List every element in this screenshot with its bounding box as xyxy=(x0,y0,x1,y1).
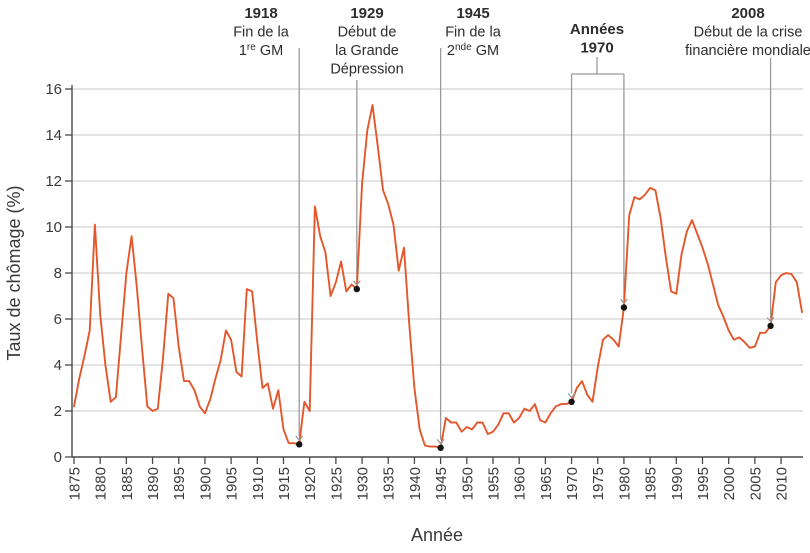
svg-text:16: 16 xyxy=(45,81,62,98)
svg-text:10: 10 xyxy=(45,219,62,236)
svg-text:1905: 1905 xyxy=(224,467,241,500)
svg-text:2nde GM: 2nde GM xyxy=(447,42,499,59)
svg-text:12: 12 xyxy=(45,173,62,190)
svg-text:1880: 1880 xyxy=(93,467,110,500)
svg-text:1890: 1890 xyxy=(145,467,162,500)
svg-text:2005: 2005 xyxy=(747,467,764,500)
svg-text:Fin de la: Fin de la xyxy=(445,25,502,41)
svg-text:4: 4 xyxy=(54,357,62,374)
svg-text:1925: 1925 xyxy=(328,467,345,500)
svg-text:1900: 1900 xyxy=(197,467,214,500)
svg-text:1930: 1930 xyxy=(355,467,372,500)
annotation-lines xyxy=(298,48,772,440)
svg-text:1955: 1955 xyxy=(485,467,502,500)
svg-text:2010: 2010 xyxy=(774,467,791,500)
svg-text:1970: 1970 xyxy=(580,40,613,57)
svg-text:1935: 1935 xyxy=(381,467,398,500)
svg-text:Début de la crise: Début de la crise xyxy=(694,25,803,41)
svg-text:1915: 1915 xyxy=(276,467,293,500)
svg-text:0: 0 xyxy=(54,449,62,466)
svg-text:1re GM: 1re GM xyxy=(239,42,283,59)
svg-text:1950: 1950 xyxy=(459,467,476,500)
svg-text:1920: 1920 xyxy=(302,467,319,500)
svg-text:1875: 1875 xyxy=(67,467,84,500)
svg-text:2: 2 xyxy=(54,403,62,420)
svg-text:1895: 1895 xyxy=(171,467,188,500)
x-axis-title: Année xyxy=(411,525,463,545)
svg-text:Début de: Début de xyxy=(338,25,397,41)
y-axis-title: Taux de chômage (%) xyxy=(4,185,24,360)
svg-text:1910: 1910 xyxy=(250,467,267,500)
axes xyxy=(71,85,803,458)
svg-text:1990: 1990 xyxy=(669,467,686,500)
tick-labels: 0 2 4 6 8 10 12 14 16 1875 1880 1885 1890 1895 1900 190… xyxy=(45,81,790,500)
svg-text:1929: 1929 xyxy=(350,5,383,22)
annotation-arrows xyxy=(295,280,775,445)
svg-text:1980: 1980 xyxy=(616,467,633,500)
svg-text:1995: 1995 xyxy=(695,467,712,500)
svg-text:Fin de la: Fin de la xyxy=(233,25,290,41)
event-dots xyxy=(296,285,774,451)
tick-marks xyxy=(65,88,782,464)
svg-text:2000: 2000 xyxy=(721,467,738,500)
svg-text:Dépression: Dépression xyxy=(330,62,403,78)
svg-text:6: 6 xyxy=(54,311,62,328)
svg-text:la Grande: la Grande xyxy=(335,43,399,59)
svg-text:1960: 1960 xyxy=(512,467,529,500)
svg-text:1945: 1945 xyxy=(456,5,489,22)
svg-text:1965: 1965 xyxy=(538,467,555,500)
svg-text:1918: 1918 xyxy=(244,5,277,22)
series-line xyxy=(73,104,803,449)
svg-text:1970: 1970 xyxy=(564,467,581,500)
svg-text:1940: 1940 xyxy=(407,467,424,500)
svg-text:financière mondiale: financière mondiale xyxy=(685,43,810,59)
svg-text:1885: 1885 xyxy=(119,467,136,500)
svg-text:1985: 1985 xyxy=(643,467,660,500)
gridlines xyxy=(72,88,803,412)
svg-text:8: 8 xyxy=(54,265,62,282)
svg-text:1945: 1945 xyxy=(433,467,450,500)
svg-text:14: 14 xyxy=(45,127,62,144)
svg-text:2008: 2008 xyxy=(731,5,764,22)
svg-text:Années: Années xyxy=(570,21,624,38)
svg-text:1975: 1975 xyxy=(590,467,607,500)
